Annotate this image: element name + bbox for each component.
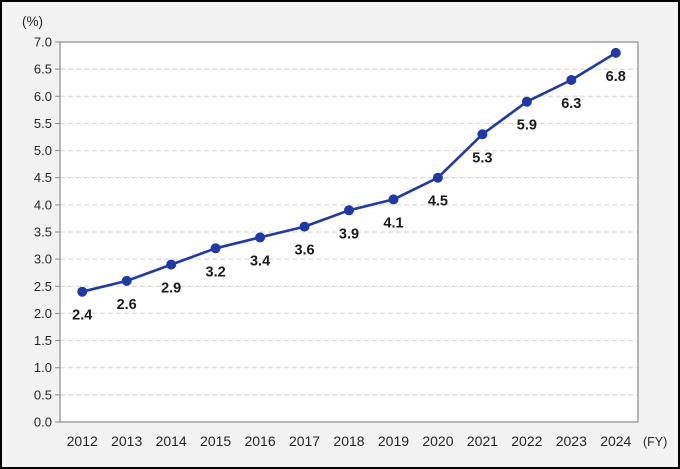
- y-axis-tick-label: 0.5: [34, 387, 52, 402]
- data-point-label: 4.1: [383, 215, 403, 231]
- data-point-marker: [344, 205, 354, 216]
- data-point-label: 2.9: [161, 281, 181, 297]
- y-axis-tick-label: 7.0: [34, 35, 52, 50]
- x-axis-tick-label: 2014: [156, 433, 187, 449]
- data-point-label: 3.4: [250, 253, 270, 269]
- y-axis-tick-label: 6.0: [34, 89, 52, 104]
- y-axis-tick-label: 0.0: [34, 415, 52, 430]
- data-point-marker: [77, 286, 88, 297]
- x-axis-tick-label: 2012: [67, 433, 98, 449]
- y-axis-tick-label: 2.5: [34, 279, 52, 294]
- y-axis-tick-label: 5.0: [34, 143, 52, 158]
- y-axis-tick-label: 6.5: [34, 62, 52, 77]
- data-point-marker: [477, 129, 488, 140]
- data-point-label: 2.4: [72, 308, 92, 324]
- x-axis-unit-label: (FY): [643, 435, 667, 449]
- data-point-label: 2.6: [117, 297, 137, 313]
- data-point-label: 4.5: [428, 194, 448, 210]
- x-axis-tick-label: 2018: [333, 433, 364, 449]
- y-axis-tick-label: 1.0: [34, 360, 52, 375]
- data-point-label: 3.2: [206, 264, 226, 280]
- data-point-marker: [255, 232, 266, 243]
- x-axis-tick-label: 2024: [600, 433, 631, 449]
- data-point-label: 3.6: [294, 243, 314, 259]
- data-point-marker: [432, 172, 443, 183]
- y-axis-tick-label: 3.0: [34, 252, 52, 267]
- y-axis-tick-label: 1.5: [34, 333, 52, 348]
- data-point-marker: [521, 96, 532, 107]
- y-axis-unit-label: (%): [22, 14, 43, 29]
- y-axis-tick-label: 3.5: [34, 225, 52, 240]
- data-point-label: 3.9: [339, 226, 359, 242]
- y-axis-tick-label: 5.5: [34, 116, 52, 131]
- x-axis-tick-label: 2019: [378, 433, 409, 449]
- data-point-label: 5.9: [517, 118, 537, 134]
- y-axis-tick-label: 4.0: [34, 197, 52, 212]
- plot-border: [59, 41, 639, 423]
- data-point-marker: [166, 259, 177, 270]
- data-point-marker: [299, 221, 310, 232]
- x-axis-tick-label: 2016: [244, 433, 275, 449]
- data-point-label: 6.8: [606, 69, 626, 85]
- y-axis-tick-label: 2.0: [34, 306, 52, 321]
- x-axis-tick-label: 2020: [422, 433, 453, 449]
- y-axis-tick-label: 4.5: [34, 170, 52, 185]
- data-point-label: 6.3: [561, 96, 581, 112]
- x-axis-tick-label: 2022: [511, 433, 542, 449]
- x-axis-tick-label: 2023: [556, 433, 587, 449]
- data-point-marker: [121, 275, 132, 286]
- x-axis-tick-label: 2013: [111, 433, 142, 449]
- data-point-marker: [610, 47, 621, 58]
- x-axis-tick-label: 2017: [289, 433, 320, 449]
- data-point-marker: [210, 243, 221, 254]
- x-axis-tick-label: 2015: [200, 433, 231, 449]
- data-point-marker: [388, 194, 399, 205]
- x-axis-tick-label: 2021: [467, 433, 498, 449]
- data-point-label: 5.3: [472, 150, 492, 166]
- data-point-marker: [566, 75, 577, 85]
